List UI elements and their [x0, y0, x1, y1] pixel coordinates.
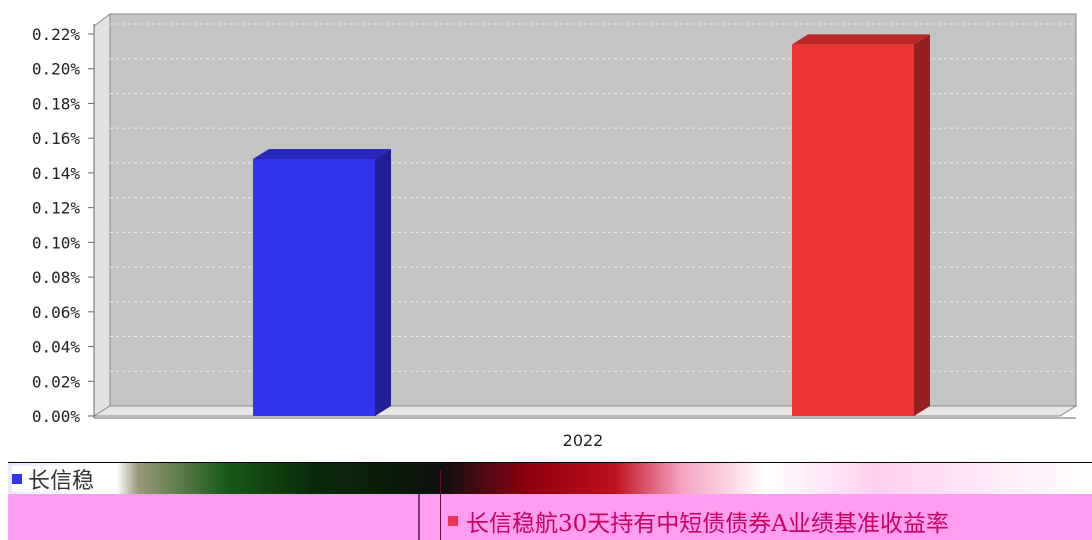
bar-side [914, 34, 930, 416]
legend-item-series-2: 长信稳航30天持有中短债债券A业绩基准收益率 [448, 506, 949, 537]
y-tick-label: 0.16% [32, 129, 81, 148]
x-tick-label: 2022 [563, 431, 604, 450]
legend-label-series-1: 长信稳 [28, 469, 95, 494]
bar-chart: 0.00% 0.02% 0.04% 0.06% 0.08% 0.10% 0.12% 0.14%… [32, 13, 1078, 450]
y-tick-label: 0.18% [32, 94, 81, 113]
legend-pink-band [8, 494, 1092, 540]
y-tick-label: 0.06% [32, 303, 81, 322]
y-axis: 0.00% 0.02% 0.04% 0.06% 0.08% 0.10% 0.12% 0.14%… [32, 25, 94, 426]
bar-front [253, 159, 375, 416]
bar-2 [792, 34, 930, 416]
bars [253, 34, 930, 416]
y-tick-label: 0.14% [32, 164, 81, 183]
legend-divider [418, 494, 420, 540]
y-tick-label: 0.02% [32, 372, 81, 391]
bar-side [375, 149, 391, 416]
legend-divider [440, 470, 441, 540]
bar-front [792, 44, 914, 416]
y-tick-label: 0.04% [32, 338, 81, 357]
y-tick-label: 0.08% [32, 268, 81, 287]
bar-1 [253, 149, 391, 416]
legend-label-series-2: 长信稳航30天持有中短债债券A业绩基准收益率 [466, 511, 949, 537]
y-tick-label: 0.22% [32, 25, 81, 44]
left-wall [93, 13, 111, 417]
y-tick-label: 0.20% [32, 60, 81, 79]
y-tick-label: 0.12% [32, 199, 81, 218]
floor [92, 405, 1078, 417]
y-tick-label: 0.00% [32, 407, 81, 426]
legend-swatch-blue [12, 474, 22, 484]
y-tick-label: 0.10% [32, 233, 81, 252]
bar-top [253, 149, 391, 160]
bar-top [792, 34, 930, 45]
legend-item-series-1: 长信稳 [12, 466, 99, 494]
legend-strip [8, 462, 1092, 495]
legend-swatch-red [448, 516, 458, 526]
